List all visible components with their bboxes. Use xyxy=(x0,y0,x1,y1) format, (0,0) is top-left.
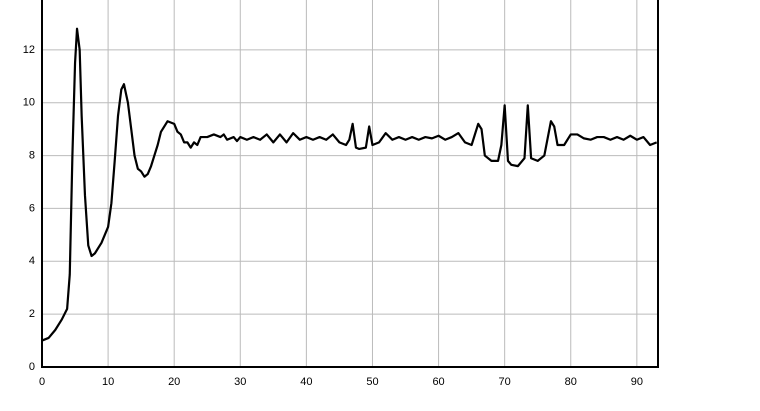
x-tick-label: 60 xyxy=(432,376,444,388)
x-tick-label: 50 xyxy=(366,376,378,388)
axis-frame xyxy=(41,0,659,368)
x-tick-label: 70 xyxy=(499,376,511,388)
x-tick-label: 10 xyxy=(102,376,114,388)
x-tick-label: 40 xyxy=(300,376,312,388)
y-tick-label: 12 xyxy=(23,44,35,56)
x-tick-label: 20 xyxy=(168,376,180,388)
line-series xyxy=(41,27,658,342)
x-tick-label: 0 xyxy=(39,376,45,388)
y-tick-label: 14 xyxy=(23,0,35,3)
x-tick-label: 30 xyxy=(234,376,246,388)
y-tick-label: 6 xyxy=(29,202,35,214)
y-tick-label: 0 xyxy=(29,361,35,373)
y-tick-label: 4 xyxy=(29,255,35,267)
y-tick-label: 10 xyxy=(23,97,35,109)
x-tick-label: 80 xyxy=(565,376,577,388)
x-tick-label: 90 xyxy=(631,376,643,388)
y-tick-label: 8 xyxy=(29,149,35,161)
y-tick-label: 2 xyxy=(29,308,35,320)
